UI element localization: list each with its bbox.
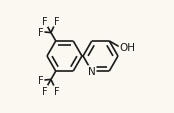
Text: OH: OH <box>120 42 136 52</box>
Text: N: N <box>88 67 96 76</box>
Text: F: F <box>38 28 44 38</box>
Text: F: F <box>42 17 47 27</box>
Text: F: F <box>54 17 60 27</box>
Text: F: F <box>54 86 60 96</box>
Text: F: F <box>42 86 47 96</box>
Text: F: F <box>38 75 44 85</box>
